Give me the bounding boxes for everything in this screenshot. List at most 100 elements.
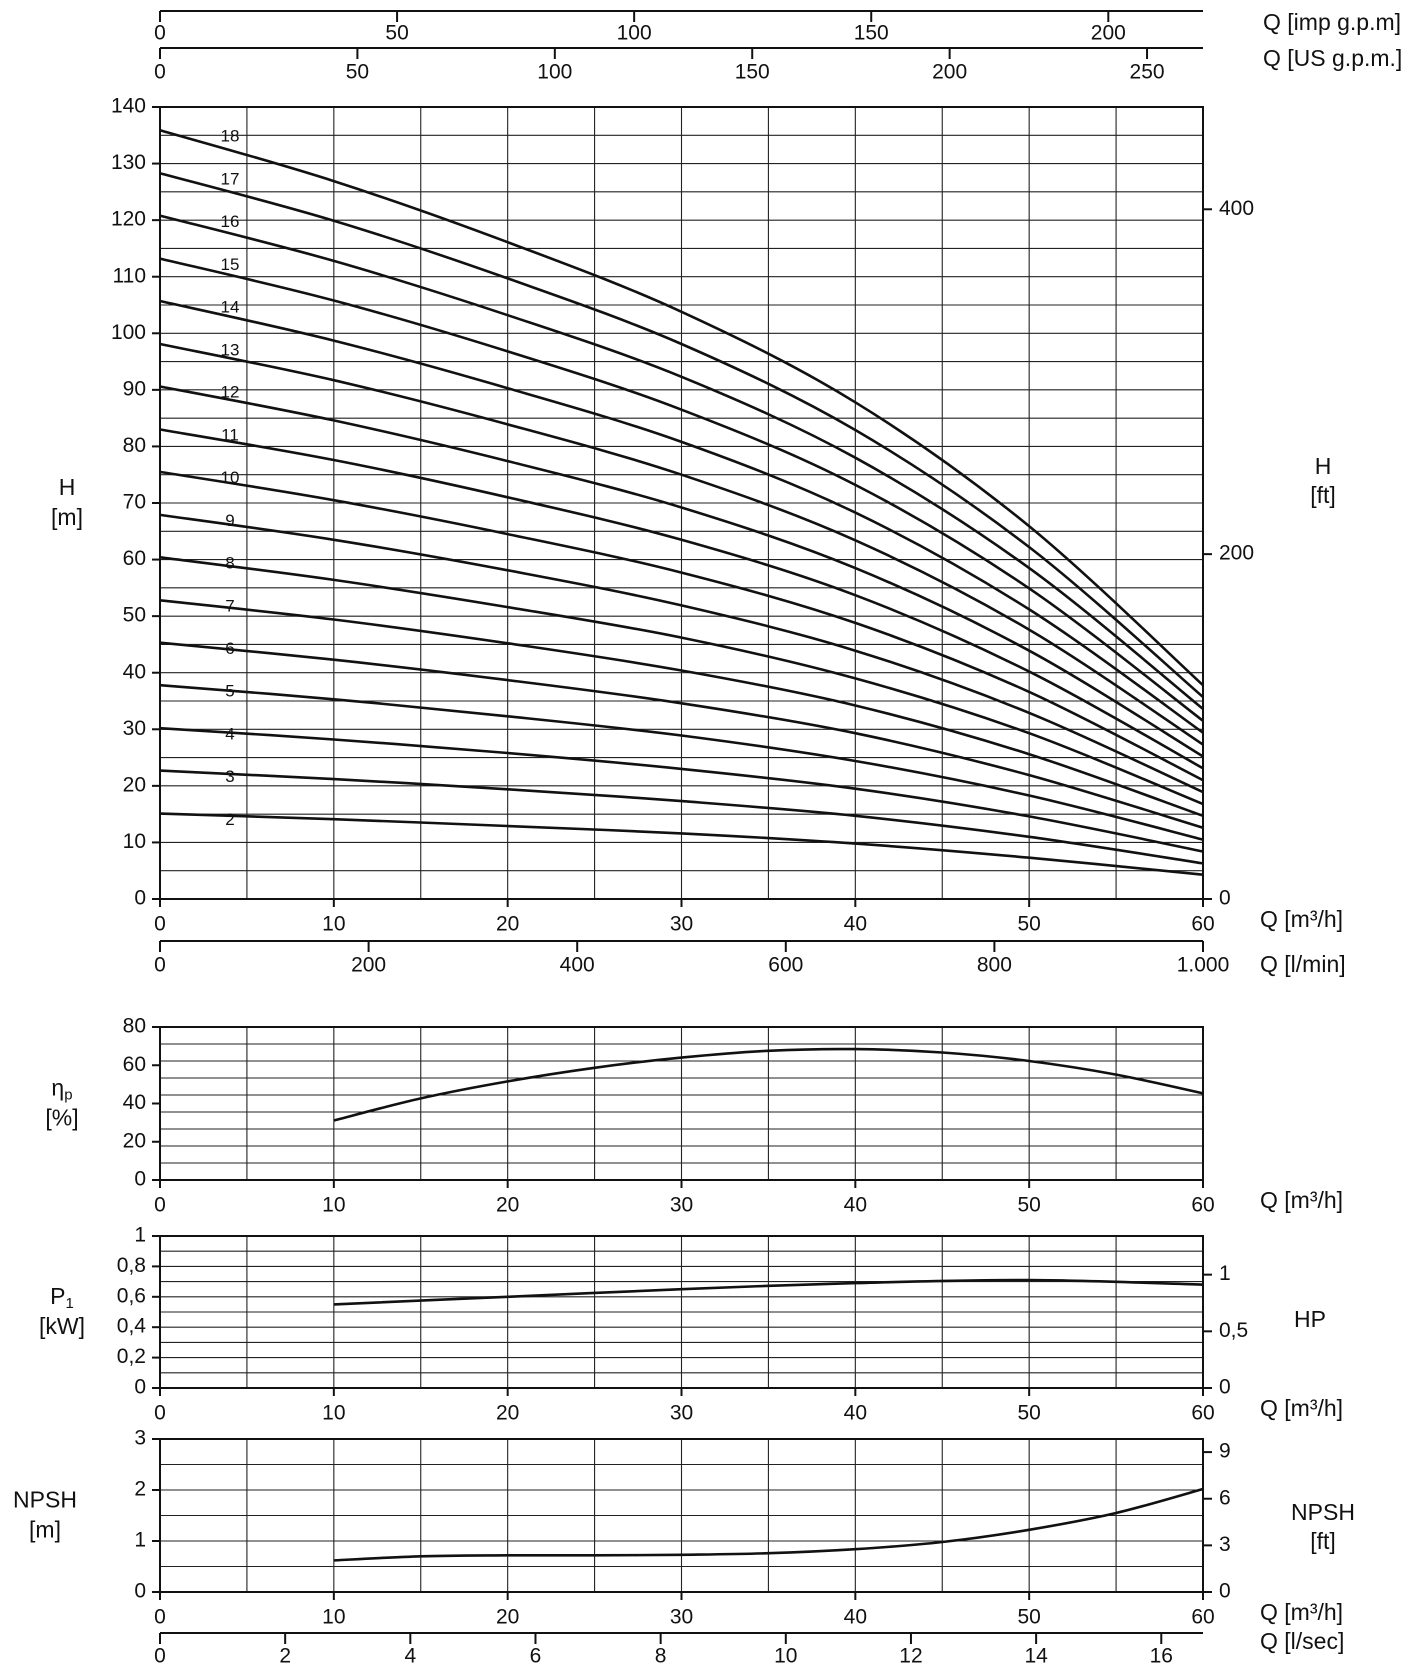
head-y2-tick-label: 400 bbox=[1219, 197, 1254, 220]
head-y-tick-label: 110 bbox=[113, 264, 146, 287]
npsh-ylabel-unit: [m] bbox=[29, 1517, 61, 1543]
head-curve-stage-2 bbox=[159, 812, 1204, 876]
power-chart: 0 10 20 30 40 50 60 Q [m³/h]00,20,40,60,81P1[kW… bbox=[39, 1224, 1343, 1425]
npsh-y2-tick-label: 6 bbox=[1219, 1486, 1231, 1509]
us-gpm-tick-label: 50 bbox=[346, 61, 369, 84]
head-x-tick-label: 50 bbox=[1017, 913, 1040, 936]
head-stage-label-6: 6 bbox=[225, 639, 234, 658]
efficiency-grid bbox=[160, 1027, 1203, 1180]
npsh-ylabel: NPSH bbox=[13, 1487, 77, 1513]
lmin-tick-label: 800 bbox=[977, 954, 1012, 977]
lmin-tick-label: 400 bbox=[560, 954, 595, 977]
head-grid bbox=[160, 107, 1203, 899]
us-gpm-tick-label: 150 bbox=[735, 61, 770, 84]
power-y-tick-label: 0,6 bbox=[117, 1284, 146, 1307]
lsec-tick-label: 0 bbox=[154, 1645, 166, 1666]
efficiency-x-unit-label: Q [m³/h] bbox=[1260, 1187, 1343, 1213]
efficiency-y-tick-label: 20 bbox=[123, 1129, 146, 1152]
npsh-curve bbox=[333, 1487, 1204, 1562]
head-x-tick-label: 30 bbox=[670, 913, 693, 936]
head-curve-stage-6 bbox=[159, 641, 1204, 829]
head-x-tick-label: 0 bbox=[154, 913, 166, 936]
efficiency-x-tick-label: 40 bbox=[844, 1194, 867, 1217]
head-y-tick-label: 140 bbox=[111, 95, 146, 118]
head-y-tick-label: 120 bbox=[111, 208, 146, 231]
head-x-tick-label: 60 bbox=[1191, 913, 1214, 936]
efficiency-y-tick-label: 80 bbox=[123, 1015, 146, 1038]
head-stage-label-5: 5 bbox=[225, 681, 234, 700]
power-x-tick-label: 30 bbox=[670, 1402, 693, 1425]
head-x-tick-label: 10 bbox=[322, 913, 345, 936]
head-y-tick-label: 130 bbox=[111, 151, 146, 174]
head-y-tick-label: 0 bbox=[134, 887, 146, 910]
head-y-tick-label: 10 bbox=[123, 830, 146, 853]
head-curve-stage-12 bbox=[159, 385, 1204, 758]
head-y-tick-label: 100 bbox=[111, 321, 146, 344]
npsh-x-tick-label: 60 bbox=[1191, 1606, 1214, 1629]
head-chart: 0 10 20 30 40 50 60 Q [m³/h]0102030405060708090… bbox=[51, 9, 1402, 977]
npsh-y2label: NPSH bbox=[1291, 1499, 1355, 1525]
head-stage-label-15: 15 bbox=[221, 255, 240, 274]
lmin-tick-label: 0 bbox=[154, 954, 166, 977]
npsh-y-tick-label: 0 bbox=[134, 1580, 146, 1603]
lsec-tick-label: 16 bbox=[1150, 1645, 1173, 1666]
head-ylabel: H bbox=[59, 474, 76, 500]
power-y-tick-label: 0,8 bbox=[117, 1254, 146, 1277]
efficiency-y-tick-label: 0 bbox=[134, 1168, 146, 1191]
efficiency-x-tick-label: 30 bbox=[670, 1194, 693, 1217]
lsec-tick-label: 6 bbox=[530, 1645, 542, 1666]
imp-gpm-tick-label: 150 bbox=[854, 22, 889, 45]
head-curve-stage-17 bbox=[159, 171, 1204, 698]
head-curve-stage-13 bbox=[159, 342, 1204, 746]
head-curve-stage-10 bbox=[159, 470, 1204, 782]
head-y-tick-label: 60 bbox=[123, 547, 146, 570]
head-curve-stage-5 bbox=[159, 683, 1204, 841]
head-curve-stage-11 bbox=[159, 428, 1204, 770]
power-y-tick-label: 0,2 bbox=[117, 1345, 146, 1368]
power-y2-tick-label: 1 bbox=[1219, 1262, 1231, 1285]
head-stage-label-10: 10 bbox=[221, 468, 240, 487]
npsh-y-tick-label: 1 bbox=[134, 1529, 146, 1552]
head-stage-label-7: 7 bbox=[225, 597, 234, 616]
efficiency-x-tick-label: 10 bbox=[322, 1194, 345, 1217]
power-y-tick-label: 0 bbox=[134, 1376, 146, 1399]
head-curve-stage-15 bbox=[159, 257, 1204, 722]
power-y-tick-label: 0,4 bbox=[117, 1315, 147, 1338]
npsh-grid bbox=[160, 1439, 1203, 1592]
lsec-axis-label: Q [l/sec] bbox=[1260, 1628, 1344, 1654]
npsh-x-tick-label: 0 bbox=[154, 1606, 166, 1629]
efficiency-ylabel: ηp bbox=[51, 1075, 72, 1104]
power-x-tick-label: 10 bbox=[322, 1402, 345, 1425]
head-stage-label-13: 13 bbox=[221, 340, 240, 359]
efficiency-x-tick-label: 0 bbox=[154, 1194, 166, 1217]
head-curve-stage-18 bbox=[159, 128, 1204, 687]
head-y2label: H bbox=[1315, 453, 1332, 479]
imp-gpm-tick-label: 200 bbox=[1091, 22, 1126, 45]
npsh-x-tick-label: 10 bbox=[322, 1606, 345, 1629]
efficiency-chart: 0 10 20 30 40 50 60 Q [m³/h] 0 20 40 60 80 ηp[%] bbox=[45, 1015, 1343, 1217]
head-curve-stage-14 bbox=[159, 299, 1204, 734]
lsec-tick-label: 8 bbox=[655, 1645, 667, 1666]
npsh-x-tick-label: 40 bbox=[844, 1606, 867, 1629]
npsh-chart: 0 10 20 30 40 50 60 Q [m³/h]0123NPSH[m]0369NPSH… bbox=[13, 1427, 1355, 1666]
efficiency-curve bbox=[333, 1047, 1204, 1122]
lsec-tick-label: 14 bbox=[1024, 1645, 1048, 1666]
head-ylabel-unit: [m] bbox=[51, 504, 83, 530]
head-y-tick-label: 90 bbox=[123, 377, 146, 400]
us-gpm-tick-label: 0 bbox=[154, 61, 166, 84]
head-curve-stage-3 bbox=[159, 769, 1204, 865]
efficiency-x-tick-label: 20 bbox=[496, 1194, 519, 1217]
head-curve-stage-8 bbox=[159, 556, 1204, 806]
power-x-tick-label: 40 bbox=[844, 1402, 867, 1425]
us-gpm-tick-label: 250 bbox=[1130, 61, 1165, 84]
power-grid bbox=[160, 1236, 1203, 1388]
efficiency-x-tick-label: 60 bbox=[1191, 1194, 1214, 1217]
head-curve-stage-16 bbox=[159, 214, 1204, 710]
efficiency-x-tick-label: 50 bbox=[1017, 1194, 1040, 1217]
power-x-unit-label: Q [m³/h] bbox=[1260, 1395, 1343, 1421]
head-stage-label-12: 12 bbox=[221, 383, 240, 402]
imp-gpm-tick-label: 100 bbox=[617, 22, 652, 45]
power-y2label: HP bbox=[1294, 1306, 1326, 1332]
lsec-tick-label: 10 bbox=[774, 1645, 797, 1666]
